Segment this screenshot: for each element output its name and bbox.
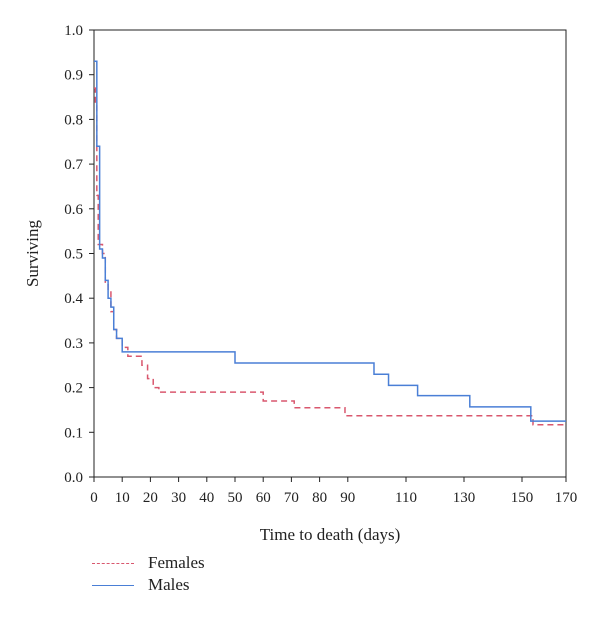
y-tick-label: 0.0: [64, 470, 83, 486]
legend-label-females: Females: [148, 553, 205, 572]
x-tick-label: 50: [228, 490, 243, 506]
y-axis: 0.0 0.1 0.2 0.3 0.4 0.5 0.6 0.7 0.8 0.9 1.0: [64, 23, 94, 486]
series-females-line: [94, 87, 566, 426]
males-swatch: [92, 584, 134, 586]
legend: Females Males: [92, 552, 205, 596]
x-axis-title: Time to death (days): [260, 525, 401, 544]
x-tick-label: 0: [90, 490, 98, 506]
y-tick-label: 0.4: [64, 291, 83, 307]
x-tick-label: 150: [511, 490, 534, 506]
y-tick-label: 0.2: [64, 381, 83, 397]
series-layer: [94, 60, 566, 426]
y-axis-title: Surviving: [23, 219, 42, 287]
y-tick-label: 0.7: [64, 157, 83, 173]
y-tick-label: 0.9: [64, 68, 83, 84]
y-tick-label: 0.5: [64, 247, 83, 263]
y-tick-label: 1.0: [64, 23, 83, 39]
y-tick-label: 0.3: [64, 336, 83, 352]
x-axis: 0 10 20 30 40 50 60 70 80 90 110 130 150 170: [90, 477, 577, 506]
x-tick-label: 40: [199, 490, 214, 506]
females-swatch: [92, 562, 134, 564]
x-tick-label: 30: [171, 490, 186, 506]
legend-item-males: Males: [92, 574, 205, 596]
x-tick-label: 70: [284, 490, 299, 506]
y-tick-label: 0.6: [64, 202, 83, 218]
x-tick-label: 10: [115, 490, 130, 506]
legend-item-females: Females: [92, 552, 205, 574]
x-tick-label: 110: [395, 490, 417, 506]
y-tick-label: 0.8: [64, 112, 83, 128]
x-tick-label: 130: [453, 490, 476, 506]
x-tick-label: 20: [143, 490, 158, 506]
plot-frame: [93, 29, 567, 478]
x-tick-label: 80: [312, 490, 327, 506]
series-males-line: [94, 60, 566, 422]
x-tick-label: 60: [256, 490, 271, 506]
x-tick-label: 90: [340, 490, 355, 506]
legend-label-males: Males: [148, 575, 190, 594]
x-tick-label: 170: [555, 490, 578, 506]
y-tick-label: 0.1: [64, 425, 83, 441]
